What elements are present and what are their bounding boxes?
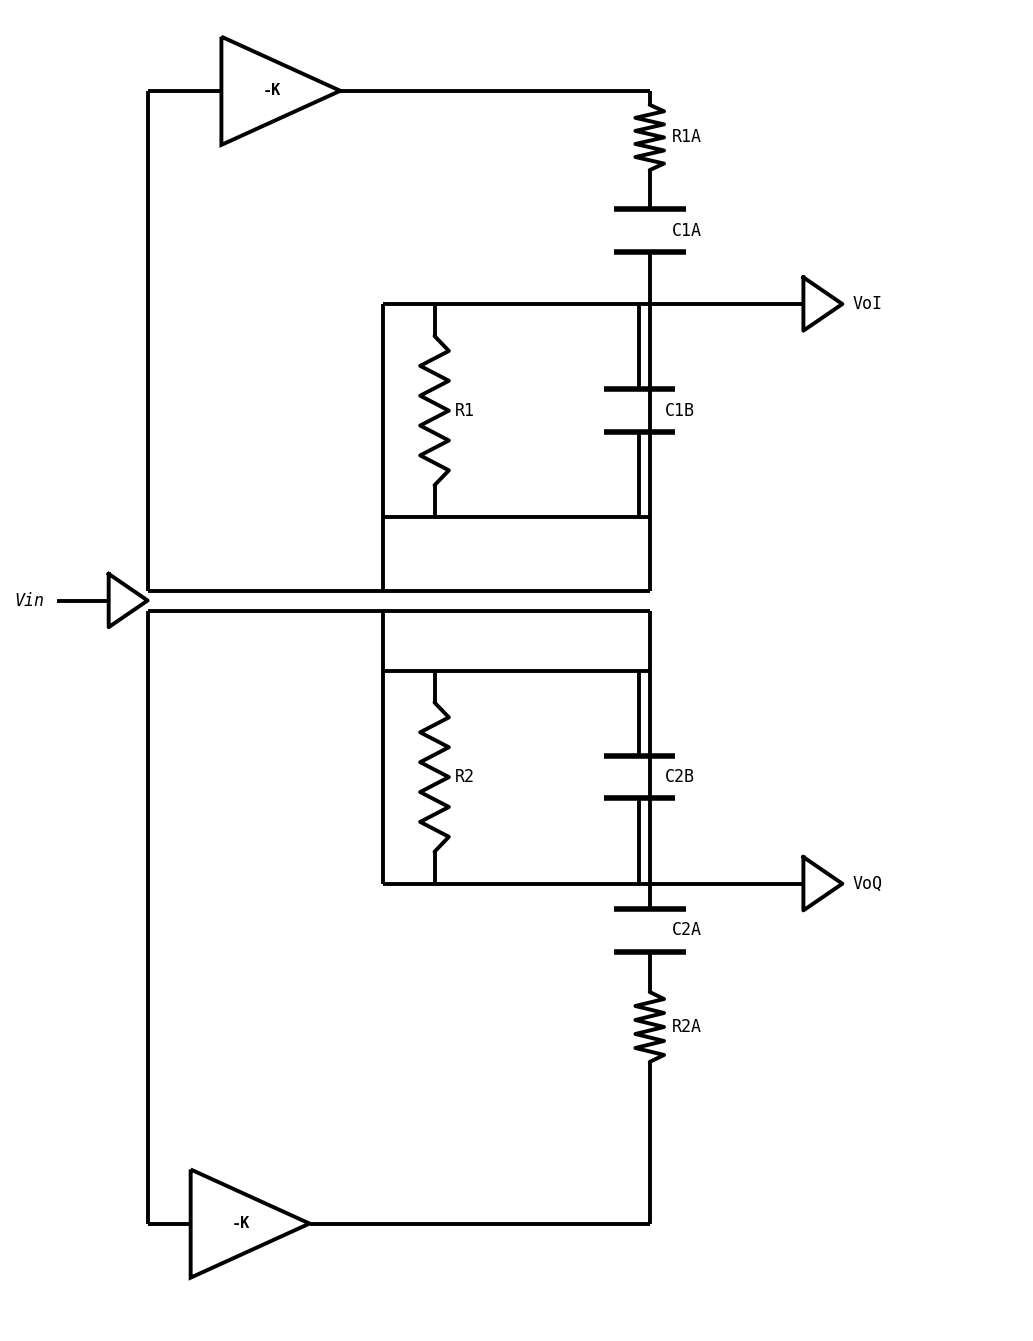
- Text: R2: R2: [455, 768, 475, 786]
- Text: C1B: C1B: [665, 402, 695, 420]
- Text: R2A: R2A: [672, 1018, 702, 1037]
- Text: C2A: C2A: [672, 921, 702, 939]
- Text: VoQ: VoQ: [852, 874, 882, 893]
- Text: C2B: C2B: [665, 768, 695, 786]
- Text: C1A: C1A: [672, 221, 702, 240]
- Text: R1A: R1A: [672, 129, 702, 146]
- Text: -K: -K: [262, 83, 281, 98]
- Text: R1: R1: [455, 402, 475, 420]
- Text: -K: -K: [232, 1216, 250, 1231]
- Text: VoI: VoI: [852, 295, 882, 312]
- Text: Vin: Vin: [14, 591, 44, 610]
